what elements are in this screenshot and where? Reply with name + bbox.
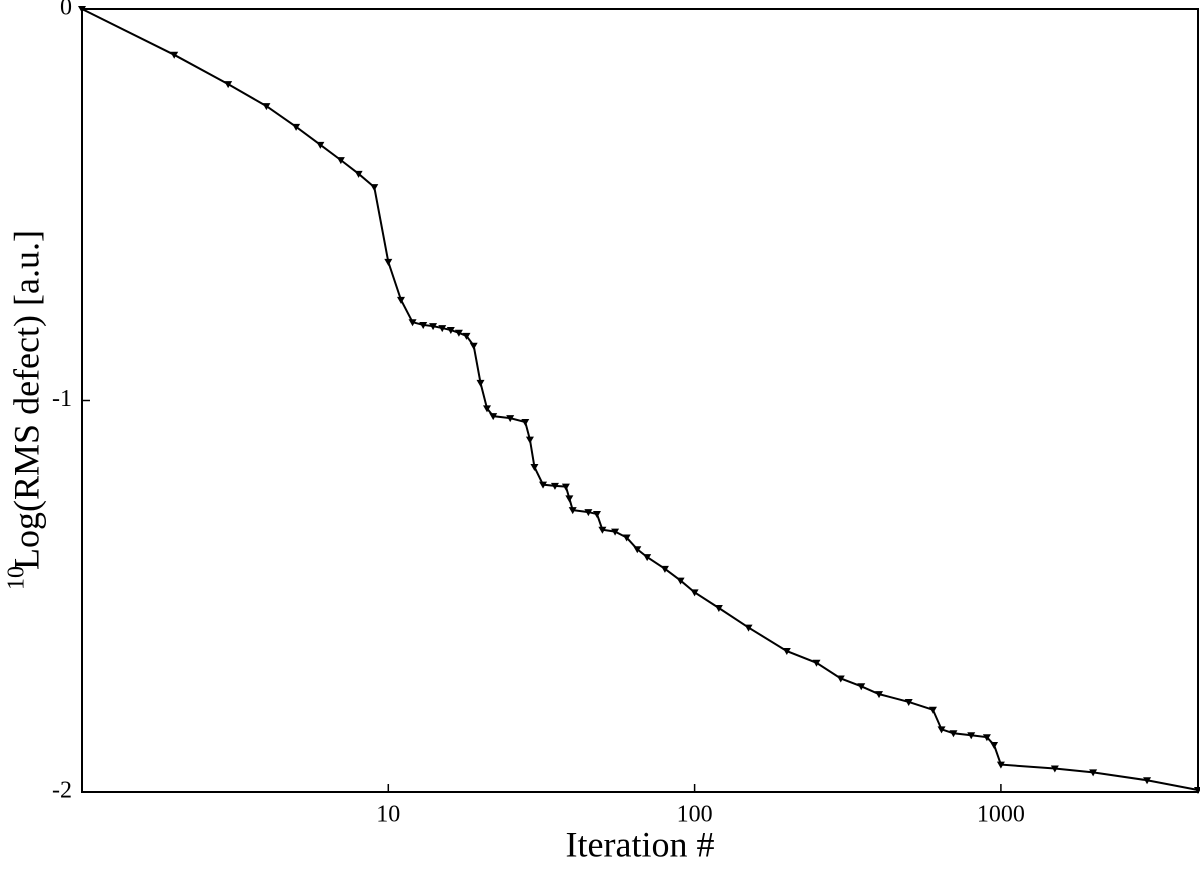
data-marker xyxy=(438,325,447,333)
data-marker xyxy=(370,184,379,192)
data-marker xyxy=(224,81,233,89)
data-marker xyxy=(996,761,1005,769)
data-marker xyxy=(611,528,620,536)
y-axis-label-group: Log(RMS defect) [a.u.] xyxy=(6,230,46,570)
data-marker xyxy=(622,534,631,542)
data-marker xyxy=(1089,769,1098,777)
data-marker xyxy=(568,507,577,515)
data-marker xyxy=(690,589,699,597)
data-marker xyxy=(462,332,471,340)
data-marker xyxy=(489,413,498,421)
data-marker xyxy=(676,577,685,585)
data-marker xyxy=(354,170,363,178)
data-marker xyxy=(584,509,593,517)
data-marker xyxy=(446,327,455,335)
data-marker xyxy=(937,726,946,734)
data-marker xyxy=(506,415,515,423)
data-marker xyxy=(836,675,845,683)
data-marker xyxy=(476,379,485,387)
plot-frame xyxy=(81,8,1199,793)
data-marker xyxy=(592,511,601,519)
data-marker xyxy=(469,342,478,350)
data-marker xyxy=(530,464,539,472)
data-marker xyxy=(928,706,937,714)
data-marker xyxy=(384,258,393,266)
data-marker xyxy=(419,321,428,329)
data-marker xyxy=(857,683,866,691)
data-marker xyxy=(1143,777,1152,785)
data-marker xyxy=(170,51,179,59)
data-marker xyxy=(714,604,723,612)
data-marker xyxy=(550,482,559,490)
data-marker xyxy=(396,296,405,304)
data-marker xyxy=(744,624,753,632)
data-marker xyxy=(525,436,534,444)
y-tick-label: 0 xyxy=(60,0,72,21)
data-marker xyxy=(904,698,913,706)
data-marker xyxy=(1050,765,1059,773)
data-marker xyxy=(262,103,271,111)
data-marker xyxy=(643,554,652,562)
y-tick-label: -1 xyxy=(52,386,72,412)
data-marker xyxy=(336,157,345,165)
data-marker xyxy=(521,419,530,427)
data-marker xyxy=(782,648,791,656)
data-marker xyxy=(875,691,884,699)
x-tick-label: 100 xyxy=(677,802,713,828)
x-tick-label: 1000 xyxy=(977,802,1025,828)
y-axis-label: Log(RMS defect) [a.u.] xyxy=(6,230,46,570)
data-marker xyxy=(408,319,417,327)
data-marker xyxy=(429,323,438,331)
data-marker xyxy=(633,546,642,554)
data-marker xyxy=(949,730,958,738)
x-axis-label: Iteration # xyxy=(566,824,715,864)
data-marker xyxy=(292,123,301,131)
y-axis-label-superscript: 10 xyxy=(4,566,30,590)
data-marker xyxy=(316,141,325,149)
data-marker xyxy=(812,659,821,667)
data-marker xyxy=(598,526,607,534)
y-tick-label: -2 xyxy=(52,778,72,804)
y-axis-superscript-group: 10 xyxy=(4,566,30,590)
data-marker xyxy=(990,742,999,750)
data-marker xyxy=(78,6,86,13)
data-marker xyxy=(539,481,548,489)
data-line xyxy=(81,8,1199,792)
data-marker xyxy=(982,734,991,742)
data-marker xyxy=(565,495,574,503)
data-marker xyxy=(482,405,491,413)
data-marker xyxy=(561,483,570,491)
data-marker xyxy=(660,565,669,573)
data-marker xyxy=(967,732,976,740)
data-marker xyxy=(1194,787,1200,795)
x-tick-label: 10 xyxy=(376,802,400,828)
data-marker xyxy=(454,329,463,337)
